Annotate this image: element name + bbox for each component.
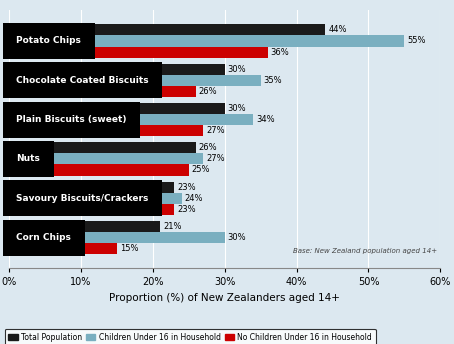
Text: 30%: 30% — [227, 233, 246, 242]
Text: 23%: 23% — [178, 183, 196, 192]
Bar — [9, 142, 196, 153]
Text: Plain Biscuits (sweet): Plain Biscuits (sweet) — [16, 115, 127, 124]
Text: 26%: 26% — [199, 87, 217, 96]
Text: Corn Chips: Corn Chips — [16, 233, 71, 242]
Text: 21%: 21% — [163, 222, 182, 231]
Legend: Total Population, Children Under 16 in Household, No Children Under 16 in Househ: Total Population, Children Under 16 in H… — [5, 329, 376, 344]
Text: 15%: 15% — [120, 244, 138, 253]
Bar — [9, 64, 225, 75]
Text: Chocolate Coated Biscuits: Chocolate Coated Biscuits — [16, 76, 149, 85]
Text: 30%: 30% — [227, 65, 246, 74]
Bar — [9, 164, 189, 175]
Bar — [9, 46, 268, 57]
Bar — [9, 193, 182, 204]
Text: 35%: 35% — [263, 76, 282, 85]
Bar — [9, 232, 225, 243]
Text: 30%: 30% — [227, 104, 246, 113]
Bar — [9, 114, 253, 125]
Text: 27%: 27% — [206, 126, 225, 135]
X-axis label: Proportion (%) of New Zealanders aged 14+: Proportion (%) of New Zealanders aged 14… — [109, 293, 340, 303]
Bar — [9, 35, 405, 46]
Bar — [9, 204, 174, 215]
Text: Savoury Biscuits/Crackers: Savoury Biscuits/Crackers — [16, 194, 148, 203]
Text: 36%: 36% — [271, 47, 290, 56]
Bar — [9, 243, 117, 254]
Bar — [9, 75, 261, 86]
Bar — [9, 182, 174, 193]
Text: 26%: 26% — [199, 143, 217, 152]
Text: 55%: 55% — [407, 36, 426, 45]
Text: Base: New Zealand population aged 14+: Base: New Zealand population aged 14+ — [293, 248, 437, 254]
Bar — [9, 125, 203, 136]
Text: 25%: 25% — [192, 165, 210, 174]
Text: 27%: 27% — [206, 154, 225, 163]
Bar — [9, 221, 160, 232]
Text: Potato Chips: Potato Chips — [16, 36, 81, 45]
Bar — [9, 24, 326, 35]
Text: 44%: 44% — [328, 25, 347, 34]
Bar — [9, 103, 225, 114]
Text: Nuts: Nuts — [16, 154, 40, 163]
Text: 23%: 23% — [178, 205, 196, 214]
Bar — [9, 153, 203, 164]
Bar — [9, 86, 196, 97]
Text: 24%: 24% — [184, 194, 203, 203]
Text: 34%: 34% — [257, 115, 275, 124]
